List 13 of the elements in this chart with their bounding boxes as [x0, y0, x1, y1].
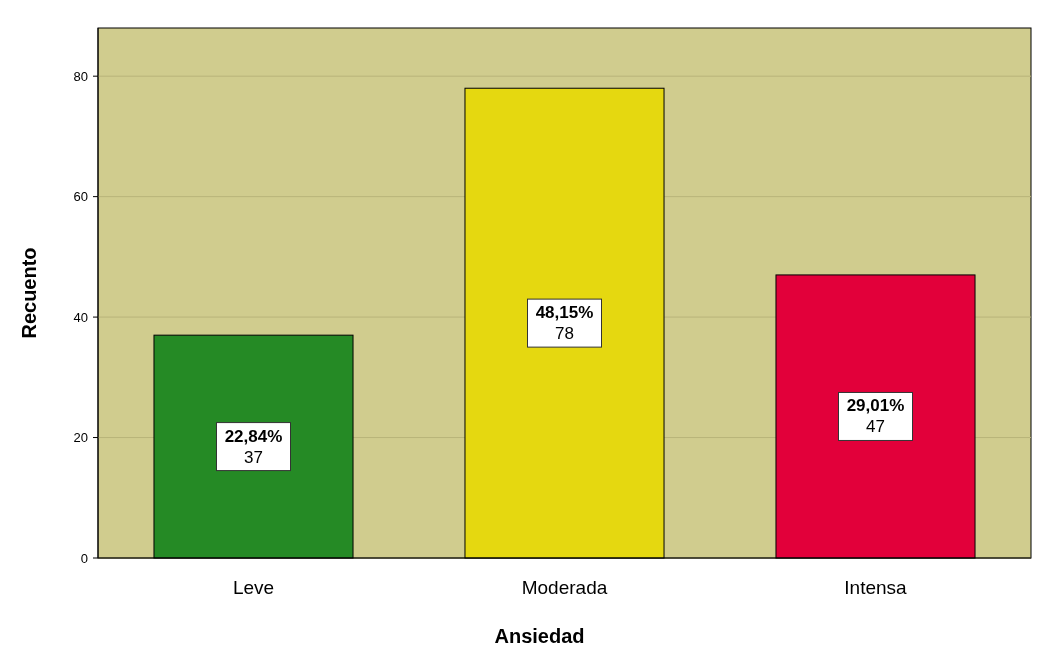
- x-axis-title: Ansiedad: [494, 625, 585, 647]
- y-tick-label: 60: [73, 189, 88, 205]
- data-label: 48,15% 78: [535, 303, 594, 344]
- data-label: 29,01% 47: [846, 396, 905, 437]
- y-axis-title: Recuento: [18, 247, 40, 339]
- y-tick-label: 20: [73, 430, 88, 446]
- x-tick-label: Leve: [232, 577, 275, 598]
- data-label: 22,84% 37: [224, 426, 283, 467]
- x-tick-label: Moderada: [521, 577, 608, 598]
- y-tick-label: 80: [73, 68, 88, 84]
- x-tick-label: Intensa: [844, 577, 908, 598]
- y-tick-label: 40: [73, 309, 88, 325]
- y-tick-label: 0: [80, 550, 88, 566]
